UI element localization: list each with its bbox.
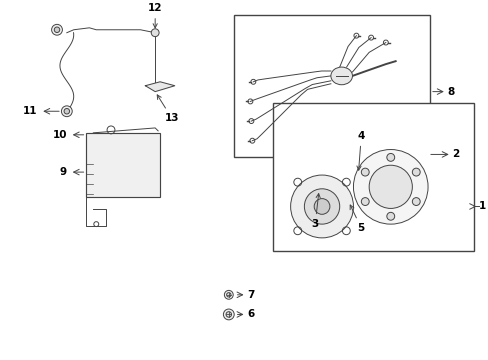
Circle shape — [361, 168, 368, 176]
Text: 10: 10 — [52, 130, 67, 140]
Circle shape — [64, 108, 69, 114]
Polygon shape — [145, 82, 174, 91]
Circle shape — [304, 189, 339, 224]
Circle shape — [361, 198, 368, 206]
Circle shape — [223, 309, 234, 320]
Text: 3: 3 — [311, 194, 320, 229]
Circle shape — [290, 175, 353, 238]
Text: 6: 6 — [247, 310, 254, 319]
Text: 9: 9 — [60, 167, 67, 177]
Ellipse shape — [330, 67, 352, 85]
Text: 2: 2 — [452, 149, 459, 159]
Text: 1: 1 — [478, 202, 486, 211]
Text: 12: 12 — [147, 3, 162, 28]
Circle shape — [225, 312, 231, 317]
Circle shape — [411, 198, 419, 206]
Circle shape — [151, 29, 159, 37]
Text: 5: 5 — [349, 205, 364, 233]
Bar — [233, 15, 429, 157]
Circle shape — [411, 168, 419, 176]
Circle shape — [368, 165, 411, 208]
Circle shape — [386, 153, 394, 161]
Bar — [272, 103, 473, 251]
Circle shape — [226, 293, 230, 297]
Circle shape — [314, 199, 329, 214]
Bar — [86, 133, 160, 197]
Text: 8: 8 — [447, 87, 454, 96]
Text: 4: 4 — [356, 131, 364, 170]
Text: 7: 7 — [247, 290, 254, 300]
Circle shape — [52, 24, 62, 35]
Text: 13: 13 — [157, 95, 179, 123]
Circle shape — [386, 212, 394, 220]
Circle shape — [54, 27, 60, 32]
Text: 11: 11 — [23, 106, 37, 116]
Circle shape — [224, 291, 233, 299]
Circle shape — [61, 106, 72, 117]
Circle shape — [353, 149, 427, 224]
